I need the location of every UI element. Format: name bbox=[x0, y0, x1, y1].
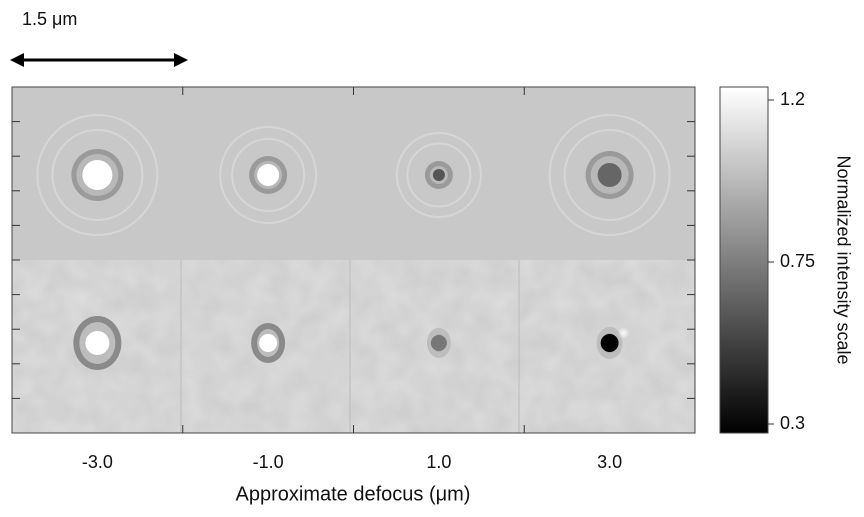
ring bbox=[563, 129, 656, 221]
x-axis-label: Approximate defocus (μm) bbox=[236, 483, 471, 505]
ring bbox=[51, 129, 144, 221]
column-label: -1.0 bbox=[253, 452, 284, 472]
spot bbox=[257, 164, 280, 186]
image-panel bbox=[12, 87, 695, 433]
colorbar-tick-label: 0.75 bbox=[780, 251, 815, 271]
spot bbox=[430, 335, 447, 351]
spot bbox=[85, 331, 110, 355]
spot bbox=[432, 169, 445, 181]
colorbar bbox=[719, 86, 769, 434]
ring bbox=[406, 142, 472, 208]
spot bbox=[259, 334, 278, 352]
column-label: -3.0 bbox=[82, 452, 113, 472]
scale-bar-label: 1.5 μm bbox=[22, 9, 77, 29]
colorbar-label: Normalized intensity scale bbox=[833, 155, 853, 364]
ring bbox=[219, 126, 318, 224]
spot bbox=[600, 334, 619, 352]
spot bbox=[617, 327, 630, 339]
column-label: 3.0 bbox=[597, 452, 622, 472]
ring bbox=[36, 114, 159, 236]
spot bbox=[82, 160, 113, 190]
panel-ticks bbox=[12, 87, 695, 433]
ring bbox=[231, 138, 306, 212]
colorbar-tick-label: 1.2 bbox=[780, 89, 805, 109]
ring bbox=[548, 114, 671, 236]
column-label: 1.0 bbox=[426, 452, 451, 472]
ring bbox=[395, 132, 482, 218]
spot bbox=[597, 163, 622, 187]
colorbar-tick-label: 0.3 bbox=[780, 413, 805, 433]
scale-bar bbox=[10, 53, 188, 67]
